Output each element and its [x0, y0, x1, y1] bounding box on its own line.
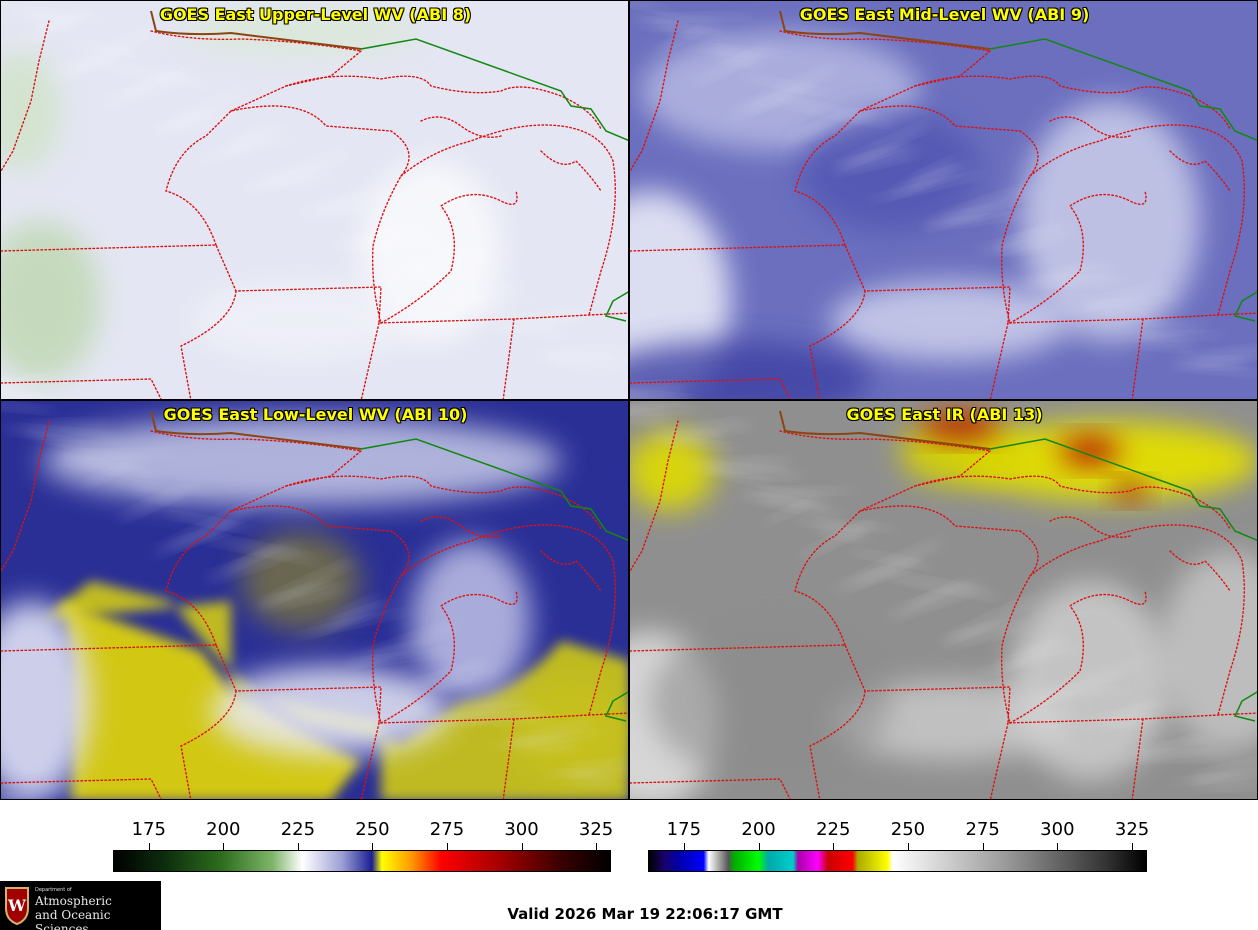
colorbar-tick-mark — [596, 843, 598, 850]
colorbar-tick-label: 200 — [206, 819, 241, 840]
colorbar-tick-mark — [148, 843, 150, 850]
colorbar-tick-label: 175 — [131, 819, 166, 840]
ir-colorbar: 175 200 225 250 275 300 325 — [648, 815, 1150, 872]
colorbar-tick-label: 175 — [666, 819, 702, 840]
colorbar-tick-mark — [1057, 843, 1059, 850]
colorbar-tick-mark — [521, 843, 523, 850]
wv-colorbar-ticks: 175 200 225 250 275 300 325 — [113, 815, 614, 841]
colorbar-tick-label: 325 — [1114, 819, 1150, 840]
panel-title: GOES East Upper-Level WV (ABI 8) — [159, 5, 472, 24]
colorbar-tick-mark — [372, 843, 374, 850]
colorbar-tick-label: 275 — [965, 819, 1000, 840]
logo-department-text: Department of — [35, 887, 72, 893]
ir-image — [630, 401, 1257, 799]
colorbar-tick-label: 275 — [429, 819, 465, 840]
panel-upper-level-wv: GOES East Upper-Level WV (ABI 8) — [0, 0, 629, 400]
panel-title: GOES East IR (ABI 13) — [846, 405, 1043, 424]
colorbar-tick-mark — [1132, 843, 1134, 850]
colorbar-tick-mark — [982, 843, 984, 850]
low-level-wv-image — [1, 401, 628, 799]
panel-title: GOES East Low-Level WV (ABI 10) — [163, 405, 468, 424]
logo-line1: Atmospheric — [35, 894, 112, 908]
mid-level-wv-image — [630, 1, 1257, 399]
aos-logo: W Department of Atmospheric and Oceanic … — [0, 881, 161, 930]
colorbar-tick-label: 250 — [890, 819, 926, 840]
colorbar-tick-label: 325 — [578, 819, 614, 840]
wv-colorbar-gradient — [113, 850, 611, 872]
colorbar-tick-label: 300 — [504, 819, 539, 840]
colorbar-tick-label: 225 — [280, 819, 316, 840]
colorbar-tick-mark — [446, 843, 448, 850]
uw-seal-icon: W — [5, 887, 29, 926]
colorbar-tick-mark — [223, 843, 225, 850]
colorbar-tick-label: 250 — [355, 819, 390, 840]
upper-level-wv-image — [1, 1, 628, 399]
valid-time-label: Valid 2026 Mar 19 22:06:17 GMT — [507, 905, 783, 923]
colorbar-tick-mark — [907, 843, 909, 850]
colorbar-tick-label: 200 — [741, 819, 776, 840]
svg-text:W: W — [7, 896, 27, 915]
panel-low-level-wv: GOES East Low-Level WV (ABI 10) — [0, 400, 629, 800]
colorbar-tick-mark — [683, 843, 685, 850]
ir-colorbar-gradient — [648, 850, 1147, 872]
panel-ir: GOES East IR (ABI 13) — [629, 400, 1258, 800]
panel-title: GOES East Mid-Level WV (ABI 9) — [799, 5, 1090, 24]
wv-colorbar: 175 200 225 250 275 300 325 — [113, 815, 614, 872]
colorbar-tick-mark — [297, 843, 299, 850]
panel-mid-level-wv: GOES East Mid-Level WV (ABI 9) — [629, 0, 1258, 400]
logo-line2: and Oceanic Sciences — [35, 908, 111, 930]
colorbar-tick-label: 300 — [1040, 819, 1075, 840]
colorbar-tick-label: 225 — [816, 819, 851, 840]
colorbar-tick-mark — [833, 843, 835, 850]
colorbar-tick-mark — [758, 843, 760, 850]
ir-colorbar-ticks: 175 200 225 250 275 300 325 — [648, 815, 1150, 841]
